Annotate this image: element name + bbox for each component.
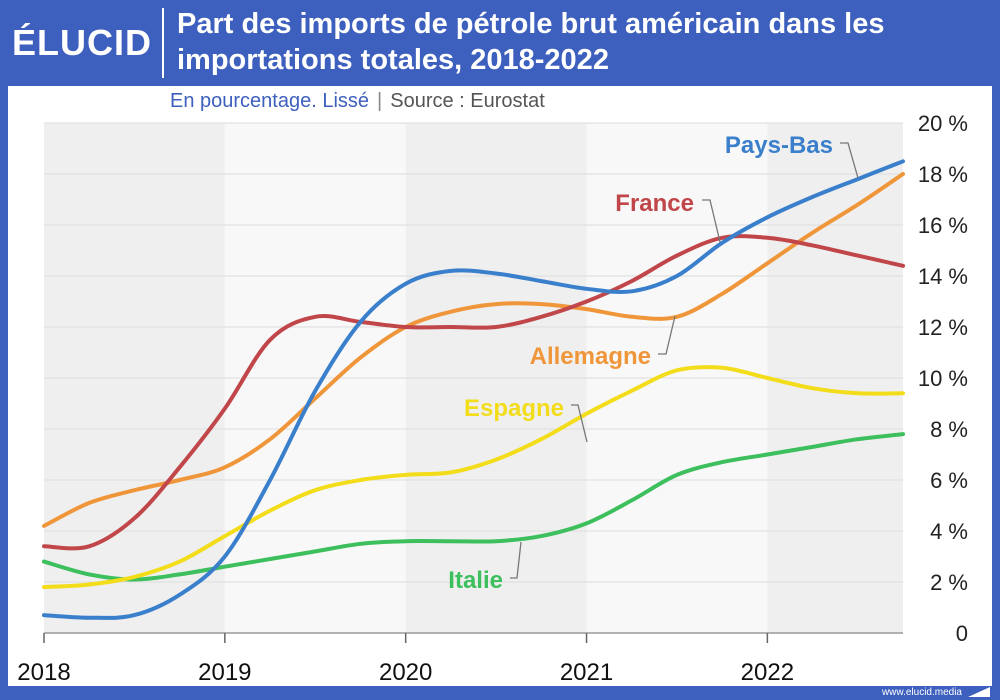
series-line-espagne [42,365,905,590]
y-tick-label: 10 % [918,366,968,391]
series-label-paysbas: Pays-Bas [725,132,833,159]
y-tick-label: 14 % [918,264,968,289]
y-tick-label: 20 % [918,111,968,136]
label-leader-line [702,199,721,243]
x-tick-label: 2018 [17,659,70,686]
chart-source: Source : Eurostat [390,90,545,112]
series-label-allemagne: Allemagne [530,343,651,370]
series-line-italie [42,432,905,582]
series-label-france: France [615,190,694,217]
y-tick-label: 12 % [918,315,968,340]
y-tick-label: 4 % [930,519,968,544]
label-leader-line [658,315,676,355]
y-tick-label: 2 % [930,570,968,595]
y-tick-label: 6 % [930,468,968,493]
header-bar: ÉLUCID Part des imports de pétrole brut … [0,0,1000,86]
chart-title: Part des imports de pétrole brut américa… [177,8,885,76]
x-tick-label: 2022 [741,659,794,686]
y-tick-label: 8 % [930,417,968,442]
series-label-espagne: Espagne [464,395,564,422]
subtitle-separator: | [377,90,383,112]
y-tick-label: 18 % [918,162,968,187]
y-tick-label: 0 [956,621,968,646]
series-line-paysbas [42,159,905,620]
x-tick-label: 2021 [560,659,613,686]
subtitle-row: En pourcentage. Lissé | Source : Eurostat [170,90,545,113]
label-leader-line [510,541,522,579]
flag-icon [968,687,990,697]
x-tick-label: 2019 [198,659,251,686]
series-label-italie: Italie [448,567,503,594]
label-leader-line [840,142,859,179]
footer-url[interactable]: www.elucid.media [881,687,962,698]
y-tick-label: 16 % [918,213,968,238]
elucid-logo: ÉLUCID [12,22,152,63]
label-leader-line [571,404,588,443]
x-tick-label: 2020 [379,659,432,686]
series-line-allemagne [42,172,905,528]
chart-subtitle: En pourcentage. Lissé [170,90,370,112]
series-line-france [42,234,905,551]
logo-divider [162,8,164,78]
